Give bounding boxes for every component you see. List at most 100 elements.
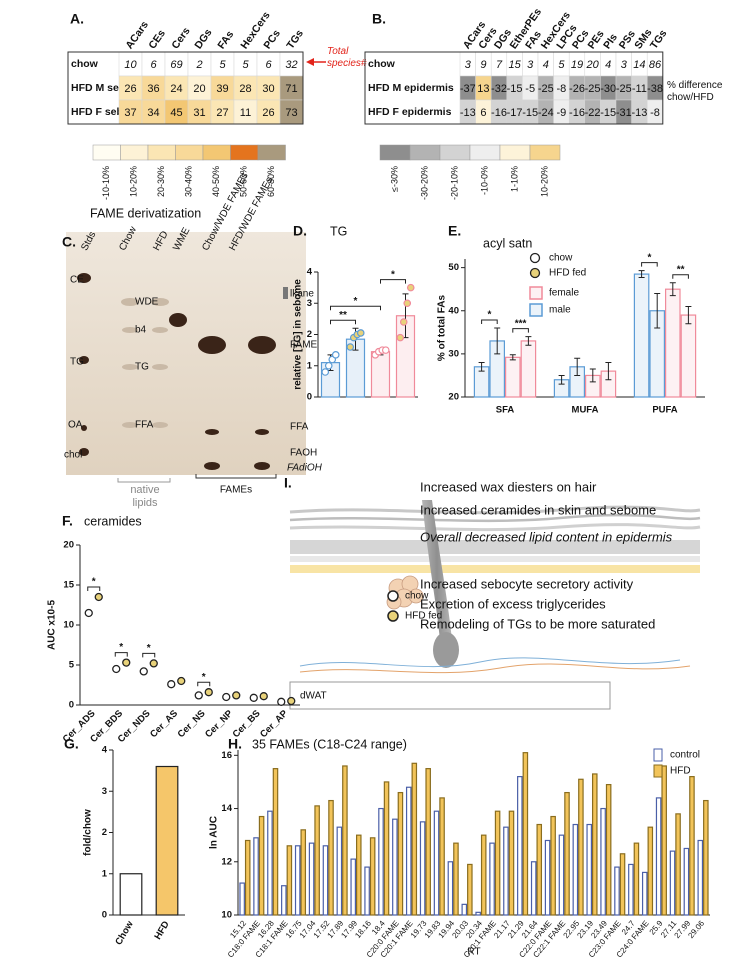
spot	[169, 313, 187, 327]
bar	[378, 807, 384, 916]
bar	[267, 810, 273, 916]
vessel	[299, 663, 691, 674]
bar	[342, 765, 348, 916]
error-bar	[685, 305, 692, 325]
y-tick-label: 40	[448, 305, 459, 316]
significance-bracket	[672, 274, 689, 279]
bar	[647, 826, 654, 916]
significance-label: *	[647, 252, 651, 263]
cell-value: -16	[569, 107, 585, 119]
x-tick-label: HFD	[152, 919, 171, 942]
cell-value: 7	[496, 59, 503, 71]
significance-label: *	[354, 296, 358, 307]
spot-label: TG	[135, 362, 149, 373]
table-note: % difference chow/HFD	[667, 80, 723, 103]
x-tick-label: Cer_AP	[258, 708, 291, 741]
column-header: ACars	[123, 19, 151, 51]
bar	[683, 847, 690, 916]
cell-value: 13	[477, 83, 489, 95]
x-tick-label: SFA	[496, 405, 515, 416]
cell-value: -25	[538, 83, 554, 95]
x-tick-label: MUFA	[572, 405, 599, 416]
cell-value: -15	[600, 107, 616, 119]
x-tick-label: PUFA	[652, 405, 677, 416]
hair-line	[289, 505, 701, 515]
spot	[205, 429, 219, 435]
legend-label: HFD fed	[405, 611, 442, 622]
significance-label: *	[202, 672, 206, 683]
significance-bracket	[197, 681, 211, 687]
bar	[605, 783, 612, 916]
column-header: DGs	[192, 27, 214, 52]
y-tick-label: 2	[307, 329, 312, 340]
error-bar	[558, 374, 565, 385]
legend-label: male	[549, 305, 571, 316]
hair-line	[289, 523, 701, 532]
y-tick-label: 14	[221, 803, 232, 814]
spot-label: FAdiOH	[287, 463, 323, 474]
scale-label: 10-20%	[539, 166, 549, 197]
dwat-box	[289, 681, 611, 710]
scale-label: -30-20%	[419, 166, 429, 200]
data-point	[259, 692, 268, 701]
cell-value: 45	[170, 107, 182, 119]
data-point	[381, 346, 390, 354]
bar	[558, 834, 565, 916]
legend-label: HFD	[670, 766, 691, 777]
cell-value: -32	[491, 83, 507, 95]
cell-value: 10	[124, 59, 137, 71]
significance-label: **	[677, 264, 685, 275]
legend-label: chow	[405, 591, 429, 602]
legend-marker	[387, 590, 399, 602]
bar	[411, 762, 418, 916]
spot	[248, 336, 276, 354]
legend-marker	[529, 286, 543, 300]
bar	[350, 858, 356, 916]
data-point	[167, 680, 176, 689]
bar	[300, 829, 307, 916]
data-point	[287, 696, 296, 706]
bar	[155, 765, 179, 916]
data-point	[112, 664, 121, 674]
x-axis-label: RT	[467, 947, 480, 958]
bar	[520, 340, 537, 398]
legend-marker	[529, 267, 541, 279]
y-tick-label: 50	[448, 262, 459, 273]
significance-bracket	[114, 652, 128, 657]
scale-swatch	[175, 144, 204, 161]
cell-value: -13	[631, 107, 647, 119]
bar	[661, 765, 667, 916]
y-tick-label: 5	[69, 660, 75, 671]
dark-spots	[77, 273, 276, 470]
diagram-note: Excretion of excess triglycerides	[420, 596, 606, 611]
error-bar	[605, 362, 612, 381]
hair-bulb	[433, 632, 459, 668]
y-axis-label: ln AUC	[209, 816, 220, 849]
data-point	[346, 343, 355, 351]
data-point	[324, 361, 333, 370]
spot-label: WDE	[135, 297, 159, 308]
significance-bracket	[641, 262, 658, 267]
cell-value: -13	[460, 107, 476, 119]
bar	[119, 873, 143, 916]
spot	[254, 462, 270, 470]
spot-label: FFA	[135, 420, 154, 431]
cell-value: 39	[216, 83, 228, 95]
bar	[383, 781, 390, 916]
row-label: chow	[71, 58, 99, 70]
data-point	[204, 688, 213, 697]
cell-value: 6	[265, 59, 272, 71]
bar	[633, 273, 650, 398]
diagram-label: dWAT	[300, 691, 327, 702]
cell-value: -15	[522, 107, 538, 119]
spot	[204, 462, 220, 470]
lipid-band	[290, 565, 700, 573]
bar	[680, 314, 697, 398]
spot-label: chol	[64, 450, 82, 461]
significance-bracket	[330, 305, 381, 311]
skin-diagram	[289, 500, 701, 710]
panel-label: F.	[62, 513, 73, 529]
diagram-note: Remodeling of TGs to be more saturated	[420, 616, 655, 631]
bar	[503, 826, 509, 916]
